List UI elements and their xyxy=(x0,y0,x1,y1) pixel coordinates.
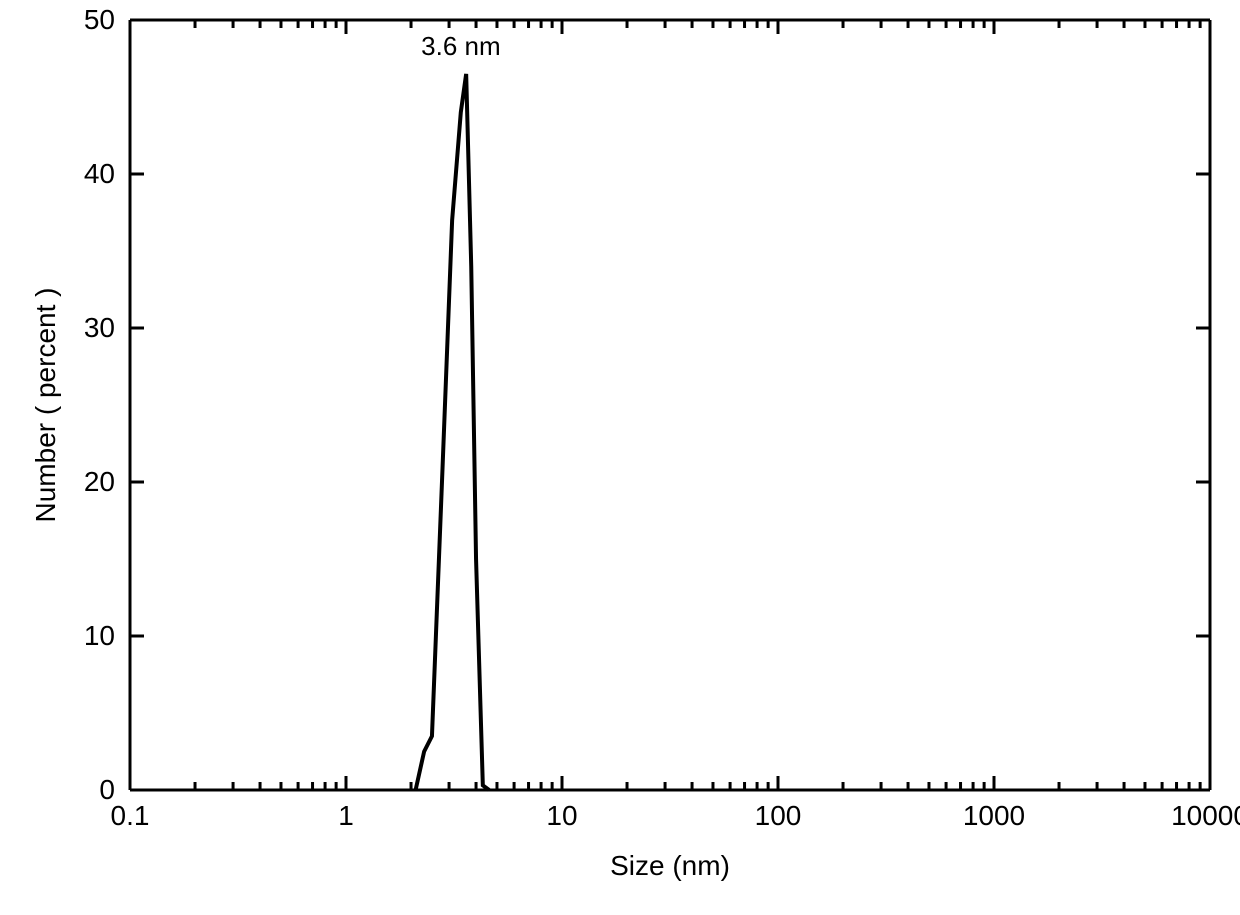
y-tick-label: 20 xyxy=(55,464,115,500)
size-distribution-chart: Number ( percent ) Size (nm) 3.6 nm 0.11… xyxy=(0,0,1240,915)
y-tick-label: 40 xyxy=(55,156,115,192)
chart-svg xyxy=(0,0,1240,915)
x-tick-label: 10 xyxy=(502,798,622,834)
x-tick-label: 1000 xyxy=(934,798,1054,834)
y-tick-label: 10 xyxy=(55,618,115,654)
peak-annotation: 3.6 nm xyxy=(421,31,501,62)
x-axis-label: Size (nm) xyxy=(590,850,750,882)
x-tick-label: 10000 xyxy=(1150,798,1240,834)
y-tick-label: 50 xyxy=(55,2,115,38)
x-tick-label: 1 xyxy=(286,798,406,834)
x-tick-label: 100 xyxy=(718,798,838,834)
data-series xyxy=(416,74,490,790)
y-tick-label: 30 xyxy=(55,310,115,346)
y-axis-label: Number ( percent ) xyxy=(30,265,62,545)
y-tick-label: 0 xyxy=(55,772,115,808)
